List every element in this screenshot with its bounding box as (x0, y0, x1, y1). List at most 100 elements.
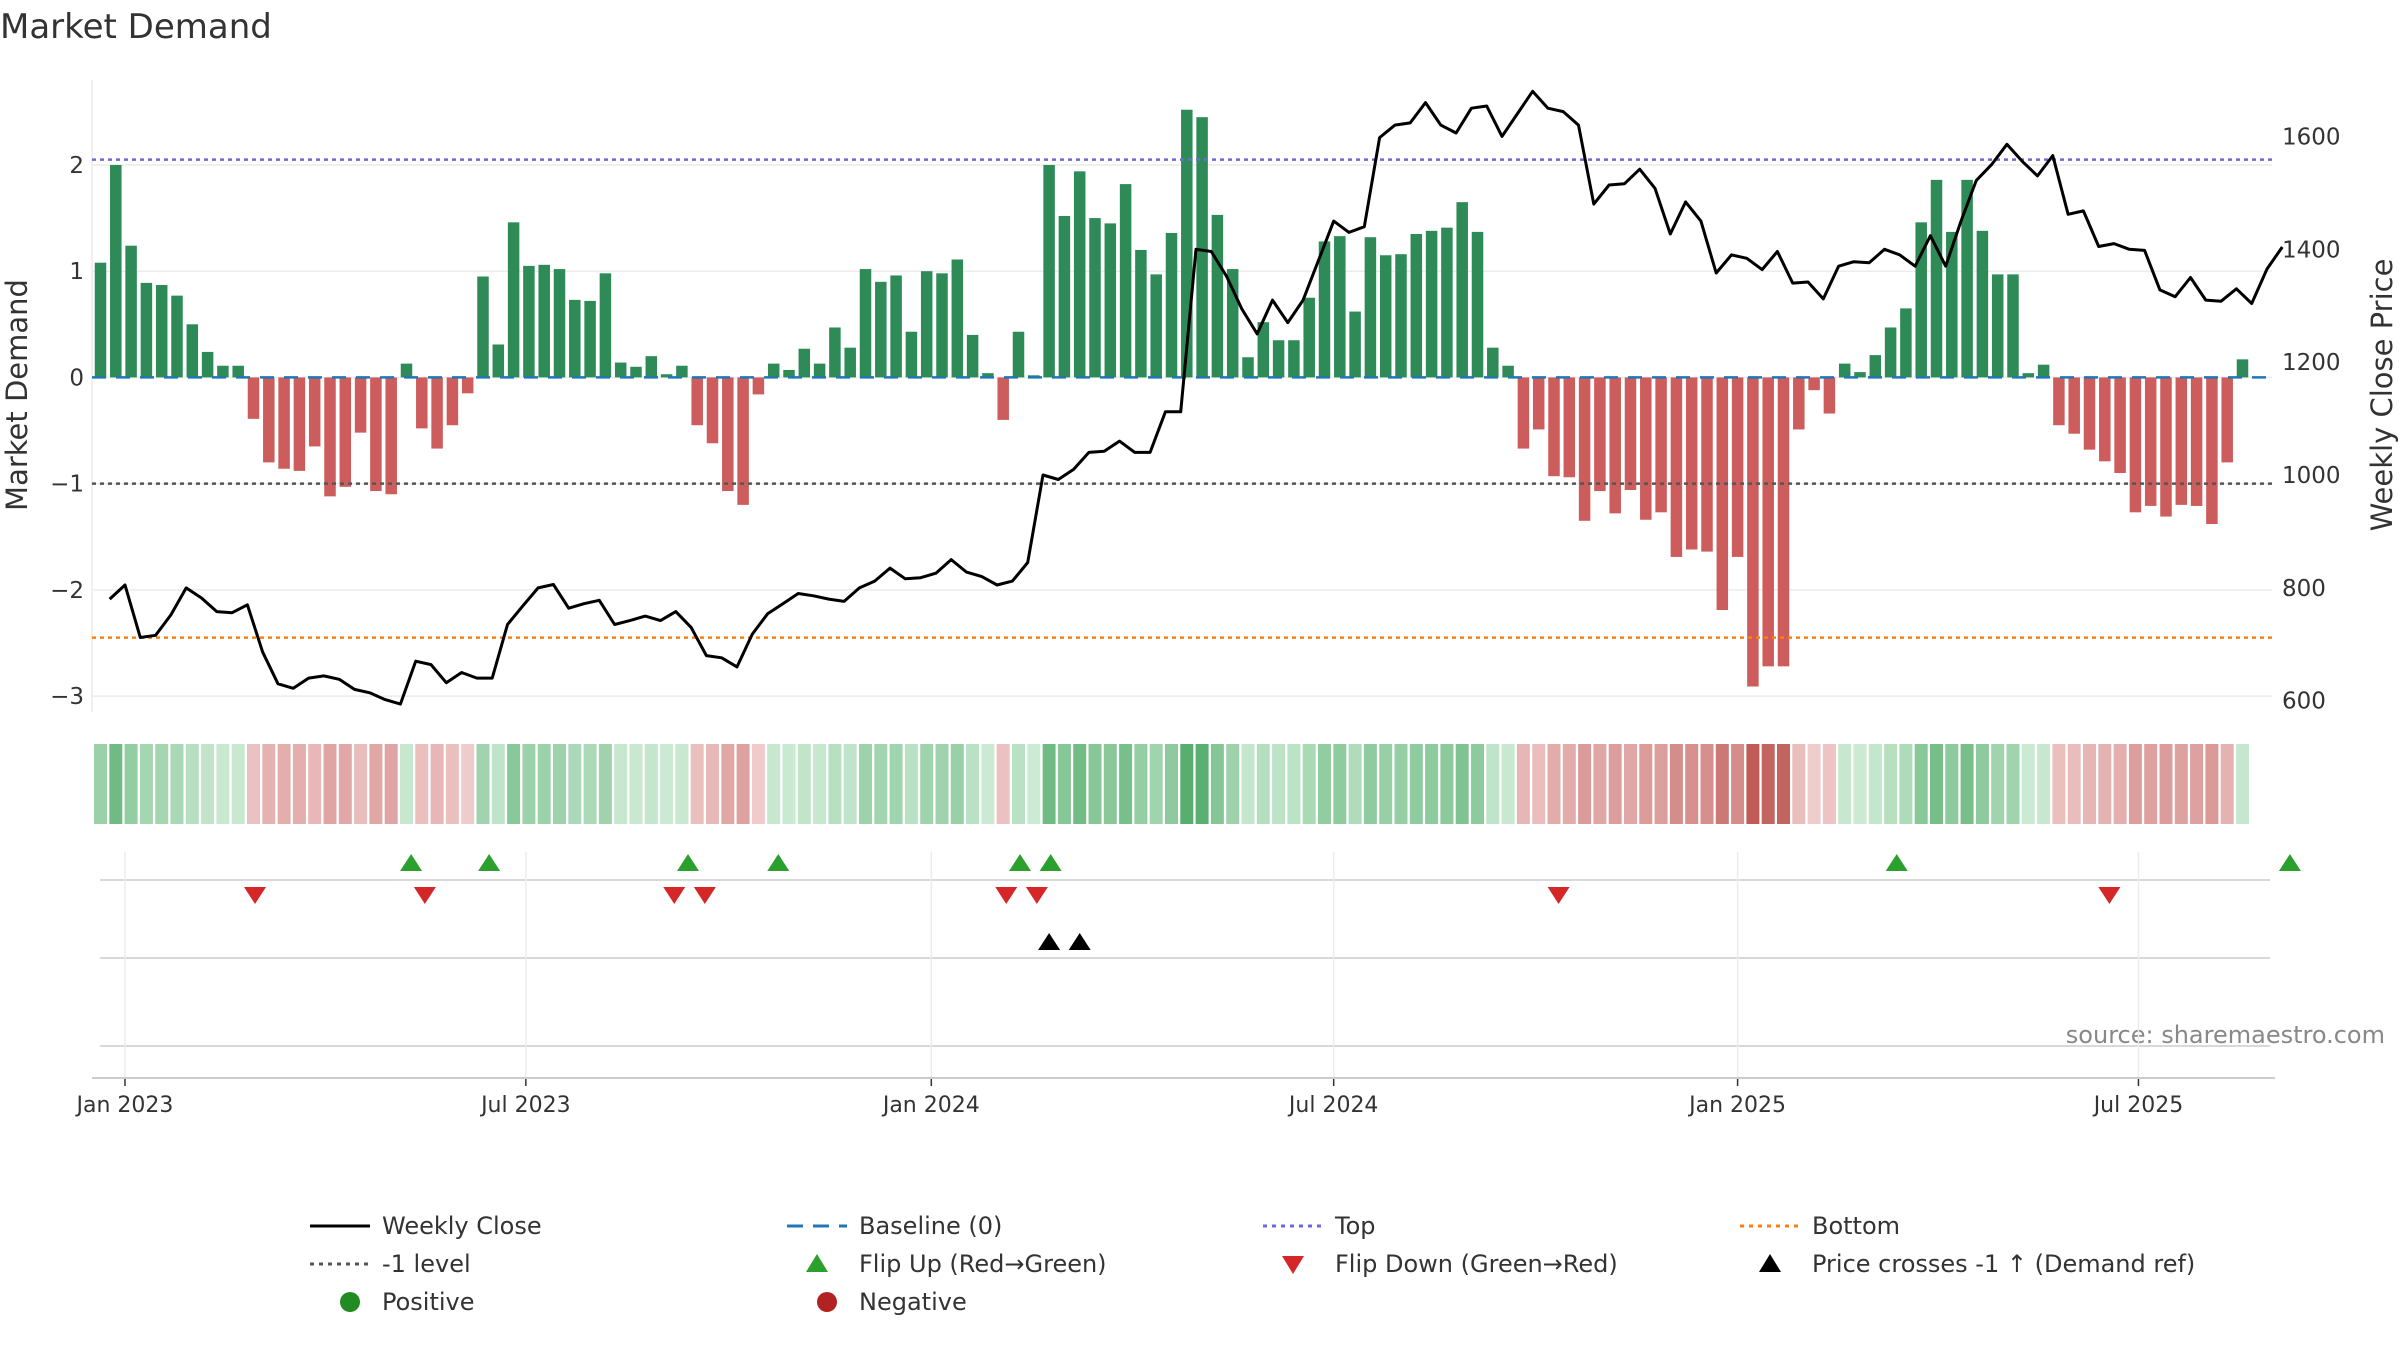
heat-cell (1409, 744, 1423, 824)
heat-cell (507, 744, 521, 824)
heat-cell (2067, 744, 2081, 824)
heat-cell (2083, 744, 2096, 824)
positive-demand-bar (783, 369, 795, 378)
flip-up-marker (677, 854, 700, 871)
heat-cell (1027, 744, 1041, 824)
positive-demand-bar (201, 351, 214, 378)
legend-label: Top (1334, 1212, 1376, 1240)
heat-cell (1287, 744, 1301, 824)
heat-cell (1685, 744, 1699, 824)
flip-down-marker (693, 887, 716, 904)
flip-down-marker (663, 887, 686, 904)
positive-demand-bar (1395, 254, 1407, 378)
positive-demand-bar (951, 259, 964, 378)
negative-demand-bar (1731, 377, 1744, 557)
heat-cell (1302, 744, 1316, 824)
flip-up-marker (1009, 854, 1032, 871)
heat-cell (1073, 744, 1087, 824)
positive-demand-bar (1946, 231, 1958, 378)
legend-swatch-circle (817, 1292, 837, 1312)
heat-cell (1440, 744, 1454, 824)
heat-cell (461, 744, 475, 824)
heat-cell (782, 744, 796, 824)
positive-demand-bar (569, 299, 581, 378)
heat-cell (1195, 744, 1209, 824)
heat-cell (1853, 744, 1867, 824)
heat-cell (1348, 744, 1362, 824)
heat-cell (1134, 744, 1148, 824)
heat-cell (1930, 744, 1943, 824)
positive-demand-bar (1119, 184, 1132, 378)
heat-cell (874, 744, 888, 824)
x-tick-label: Jan 2025 (1687, 1093, 1786, 1118)
positive-demand-bar (1104, 223, 1117, 378)
negative-demand-bar (324, 377, 336, 497)
positive-demand-bar (553, 269, 566, 378)
heat-cell (1639, 744, 1653, 824)
heat-cell (369, 744, 383, 824)
right-tick-label: 1600 (2282, 124, 2341, 150)
heat-cell (415, 744, 429, 824)
negative-demand-bar (1823, 377, 1836, 414)
heat-cell (950, 744, 964, 824)
heat-cell (1333, 744, 1347, 824)
positive-demand-bar (1181, 109, 1193, 378)
positive-demand-bar (1150, 274, 1162, 378)
negative-demand-bar (2144, 377, 2157, 506)
negative-demand-bar (752, 377, 765, 395)
positive-demand-bar (1869, 355, 1882, 378)
heat-cell (2052, 744, 2066, 824)
heat-cell (1394, 744, 1408, 824)
positive-demand-bar (507, 222, 520, 378)
positive-demand-bar (2236, 359, 2249, 378)
heat-cell (1547, 744, 1561, 824)
heat-cell (2021, 744, 2035, 824)
heat-cell (2006, 744, 2020, 824)
left-tick-label: 0 (69, 365, 84, 391)
positive-demand-bar (538, 264, 550, 378)
heat-cell (1991, 744, 2005, 824)
heat-cell (2098, 744, 2112, 824)
heat-cell (277, 744, 291, 824)
heat-cell (1226, 744, 1240, 824)
heat-cell (1868, 744, 1882, 824)
negative-demand-bar (1793, 377, 1805, 430)
flip-down-marker (413, 887, 436, 904)
heat-cell (644, 744, 658, 824)
flip-down-marker (995, 887, 1018, 904)
positive-demand-bar (1976, 230, 1989, 378)
positive-demand-bar (813, 363, 826, 378)
positive-demand-bar (1242, 357, 1254, 378)
positive-demand-bar (676, 365, 688, 378)
negative-demand-bar (308, 377, 321, 447)
positive-demand-bar (171, 295, 183, 378)
right-tick-label: 1400 (2282, 237, 2341, 263)
heat-cell (935, 744, 949, 824)
positive-demand-bar (1196, 117, 1208, 378)
positive-demand-bar (660, 374, 673, 378)
heat-cell (1975, 744, 1989, 824)
positive-demand-bar (1425, 230, 1438, 378)
flip-down-marker (244, 887, 267, 904)
heat-cell (1838, 744, 1852, 824)
legend: Weekly Close Baseline (0) Top Bottom -1 leve… (310, 1212, 2195, 1316)
flip-down-marker (1547, 887, 1570, 904)
flip-up-marker (478, 854, 501, 871)
positive-demand-bar (1410, 234, 1423, 378)
legend-label: Positive (382, 1288, 475, 1316)
heat-cell (1012, 744, 1025, 824)
positive-demand-bar (1288, 340, 1300, 378)
negative-demand-bar (385, 377, 397, 495)
legend-swatch-triangle-up (806, 1254, 828, 1272)
negative-demand-bar (1762, 377, 1774, 667)
heat-cell (690, 744, 704, 824)
heat-cell (1363, 744, 1377, 824)
heat-cell (813, 744, 827, 824)
left-tick-label: 2 (69, 153, 84, 179)
reference-lines (92, 158, 2272, 639)
heat-cell (1960, 744, 1974, 824)
negative-demand-bar (2099, 377, 2111, 462)
heat-cell (1761, 744, 1775, 824)
right-tick-label: 1200 (2282, 350, 2341, 376)
positive-demand-bar (1043, 164, 1055, 378)
